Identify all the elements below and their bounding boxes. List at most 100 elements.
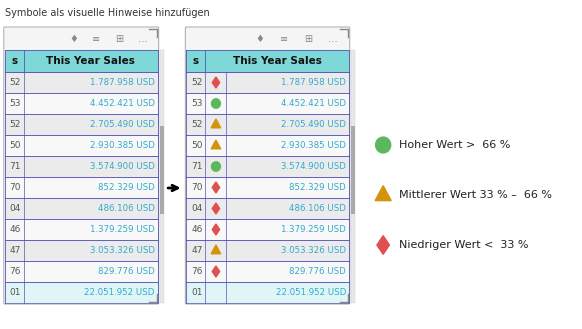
Text: Niedriger Wert <  33 %: Niedriger Wert < 33 % bbox=[399, 240, 529, 250]
Text: 3.053.326 USD: 3.053.326 USD bbox=[281, 246, 346, 255]
Text: 1.787.958 USD: 1.787.958 USD bbox=[90, 78, 155, 87]
Bar bbox=[5, 156, 158, 177]
Text: 04: 04 bbox=[191, 204, 203, 213]
Polygon shape bbox=[377, 236, 389, 254]
Text: 52: 52 bbox=[191, 78, 203, 87]
Polygon shape bbox=[212, 77, 219, 88]
Bar bbox=[186, 50, 349, 72]
Polygon shape bbox=[212, 182, 219, 193]
Bar bbox=[186, 240, 349, 261]
Bar bbox=[5, 114, 158, 135]
Text: 76: 76 bbox=[191, 267, 203, 276]
Text: 47: 47 bbox=[10, 246, 21, 255]
Bar bbox=[5, 240, 158, 261]
Bar bbox=[186, 198, 349, 219]
Bar bbox=[5, 93, 158, 114]
Bar bbox=[186, 219, 349, 240]
Text: s: s bbox=[193, 56, 199, 66]
Text: 2.930.385 USD: 2.930.385 USD bbox=[90, 141, 155, 150]
Text: ⊞: ⊞ bbox=[304, 34, 312, 44]
Text: 829.776 USD: 829.776 USD bbox=[98, 267, 155, 276]
Text: 50: 50 bbox=[9, 141, 21, 150]
Bar bbox=[186, 135, 349, 156]
Text: 04: 04 bbox=[10, 204, 21, 213]
Text: 53: 53 bbox=[9, 99, 21, 108]
Bar bbox=[5, 198, 158, 219]
Text: ⊞: ⊞ bbox=[115, 34, 123, 44]
Text: 52: 52 bbox=[10, 78, 21, 87]
Text: 852.329 USD: 852.329 USD bbox=[98, 183, 155, 192]
Text: 1.787.958 USD: 1.787.958 USD bbox=[281, 78, 346, 87]
Bar bbox=[5, 135, 158, 156]
Text: Symbole als visuelle Hinweise hinzufügen: Symbole als visuelle Hinweise hinzufügen bbox=[5, 8, 210, 18]
Bar bbox=[186, 93, 349, 114]
Text: …: … bbox=[328, 34, 338, 44]
Text: 52: 52 bbox=[191, 120, 203, 129]
Circle shape bbox=[211, 99, 221, 108]
Bar bbox=[5, 72, 158, 93]
Bar bbox=[186, 156, 349, 177]
Bar bbox=[5, 50, 158, 72]
Text: 50: 50 bbox=[191, 141, 203, 150]
Bar bbox=[186, 28, 349, 50]
Text: 70: 70 bbox=[9, 183, 21, 192]
Bar bbox=[351, 126, 356, 215]
Bar bbox=[351, 50, 356, 303]
Text: ≡: ≡ bbox=[93, 34, 101, 44]
Text: 852.329 USD: 852.329 USD bbox=[289, 183, 346, 192]
Text: 4.452.421 USD: 4.452.421 USD bbox=[281, 99, 346, 108]
Text: ♦: ♦ bbox=[255, 34, 264, 44]
Text: …: … bbox=[137, 34, 147, 44]
Text: 46: 46 bbox=[191, 225, 203, 234]
Bar bbox=[186, 177, 349, 198]
Polygon shape bbox=[211, 140, 221, 149]
Text: 52: 52 bbox=[10, 120, 21, 129]
Bar bbox=[159, 50, 164, 303]
FancyBboxPatch shape bbox=[185, 27, 350, 304]
Bar bbox=[186, 114, 349, 135]
Text: 71: 71 bbox=[9, 162, 21, 171]
Bar bbox=[5, 28, 158, 50]
Circle shape bbox=[375, 137, 391, 153]
Text: 76: 76 bbox=[9, 267, 21, 276]
Bar bbox=[186, 72, 349, 93]
Text: 486.106 USD: 486.106 USD bbox=[98, 204, 155, 213]
Text: 70: 70 bbox=[191, 183, 203, 192]
Bar bbox=[159, 126, 164, 215]
Text: Hoher Wert >  66 %: Hoher Wert > 66 % bbox=[399, 140, 511, 150]
Bar bbox=[5, 219, 158, 240]
Text: 4.452.421 USD: 4.452.421 USD bbox=[90, 99, 155, 108]
Text: s: s bbox=[11, 56, 17, 66]
Bar bbox=[5, 282, 158, 303]
Text: 1.379.259 USD: 1.379.259 USD bbox=[281, 225, 346, 234]
Polygon shape bbox=[212, 224, 219, 235]
Text: 829.776 USD: 829.776 USD bbox=[289, 267, 346, 276]
Text: 2.930.385 USD: 2.930.385 USD bbox=[281, 141, 346, 150]
Bar bbox=[5, 177, 158, 198]
Polygon shape bbox=[212, 266, 219, 277]
Bar bbox=[5, 261, 158, 282]
Text: 47: 47 bbox=[191, 246, 203, 255]
Text: 3.574.900 USD: 3.574.900 USD bbox=[90, 162, 155, 171]
Bar bbox=[186, 261, 349, 282]
Text: ♦: ♦ bbox=[69, 34, 78, 44]
Polygon shape bbox=[211, 119, 221, 128]
Text: 53: 53 bbox=[191, 99, 203, 108]
Bar bbox=[186, 282, 349, 303]
Text: Mittlerer Wert 33 % –  66 %: Mittlerer Wert 33 % – 66 % bbox=[399, 190, 552, 200]
Text: 01: 01 bbox=[9, 288, 21, 297]
Text: ≡: ≡ bbox=[280, 34, 288, 44]
Text: This Year Sales: This Year Sales bbox=[47, 56, 135, 66]
Text: This Year Sales: This Year Sales bbox=[233, 56, 321, 66]
Text: 22.051.952 USD: 22.051.952 USD bbox=[84, 288, 155, 297]
Polygon shape bbox=[211, 245, 221, 254]
Text: 46: 46 bbox=[10, 225, 21, 234]
Polygon shape bbox=[212, 203, 219, 214]
Text: 01: 01 bbox=[191, 288, 203, 297]
Text: 1.379.259 USD: 1.379.259 USD bbox=[90, 225, 155, 234]
Polygon shape bbox=[375, 186, 391, 201]
FancyBboxPatch shape bbox=[4, 27, 159, 304]
Text: 2.705.490 USD: 2.705.490 USD bbox=[90, 120, 155, 129]
Text: 3.053.326 USD: 3.053.326 USD bbox=[90, 246, 155, 255]
Text: 71: 71 bbox=[191, 162, 203, 171]
